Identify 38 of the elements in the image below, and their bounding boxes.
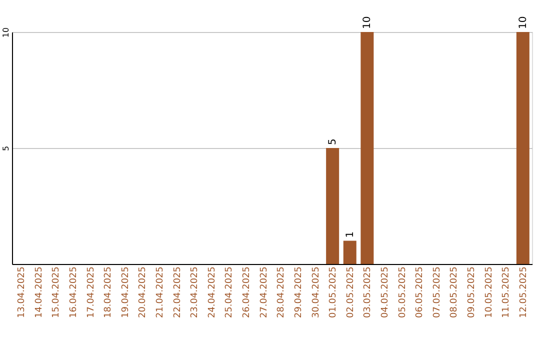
x-tick-label: 09.05.2025	[467, 266, 477, 318]
data-label: 5	[328, 138, 339, 145]
x-tick-label: 25.04.2025	[224, 266, 235, 318]
x-tick-label: 04.05.2025	[380, 266, 390, 318]
x-tick-label: 28.04.2025	[276, 266, 287, 318]
x-tick-label: 03.05.2025	[363, 266, 374, 318]
x-tick-label: 05.05.2025	[398, 266, 408, 318]
x-tick-label: 21.04.2025	[156, 266, 166, 318]
bar	[516, 32, 530, 264]
x-tick-label: 26.04.2025	[242, 266, 252, 318]
x-tick-label: 20.04.2025	[138, 266, 148, 318]
x-tick-label: 22.04.2025	[172, 266, 183, 318]
x-tick-label: 10.05.2025	[484, 266, 494, 318]
x-tick-label: 19.04.2025	[120, 266, 131, 318]
x-tick-label: 16.04.2025	[69, 266, 79, 318]
x-tick-label: 11.05.2025	[502, 266, 512, 318]
x-tick-label: 07.05.2025	[432, 266, 442, 318]
data-label: 10	[518, 16, 529, 29]
x-tick-label: 15.04.2025	[52, 266, 62, 318]
x-tick-label: 13.04.2025	[17, 266, 28, 318]
x-tick-label: 02.05.2025	[346, 266, 356, 318]
x-tick-label: 27.04.2025	[259, 266, 270, 318]
x-tick-label: 18.04.2025	[104, 266, 114, 318]
x-tick-label: 24.04.2025	[207, 266, 218, 318]
data-label: 10	[362, 16, 374, 29]
bar	[326, 148, 340, 264]
bar	[360, 32, 374, 264]
x-tick-label: 08.05.2025	[450, 266, 460, 318]
x-tick-label: 14.04.2025	[34, 266, 44, 318]
x-tick-label: 23.04.2025	[190, 266, 200, 318]
x-tick-label: 12.05.2025	[518, 266, 529, 318]
x-tick-label: 17.04.2025	[86, 266, 96, 318]
x-tick-label: 29.04.2025	[294, 266, 304, 318]
x-tick-label: 30.04.2025	[311, 266, 322, 318]
data-label: 1	[344, 231, 356, 238]
x-tick-label: 06.05.2025	[415, 266, 426, 318]
x-tick-label: 01.05.2025	[328, 266, 339, 318]
bar	[343, 240, 356, 264]
